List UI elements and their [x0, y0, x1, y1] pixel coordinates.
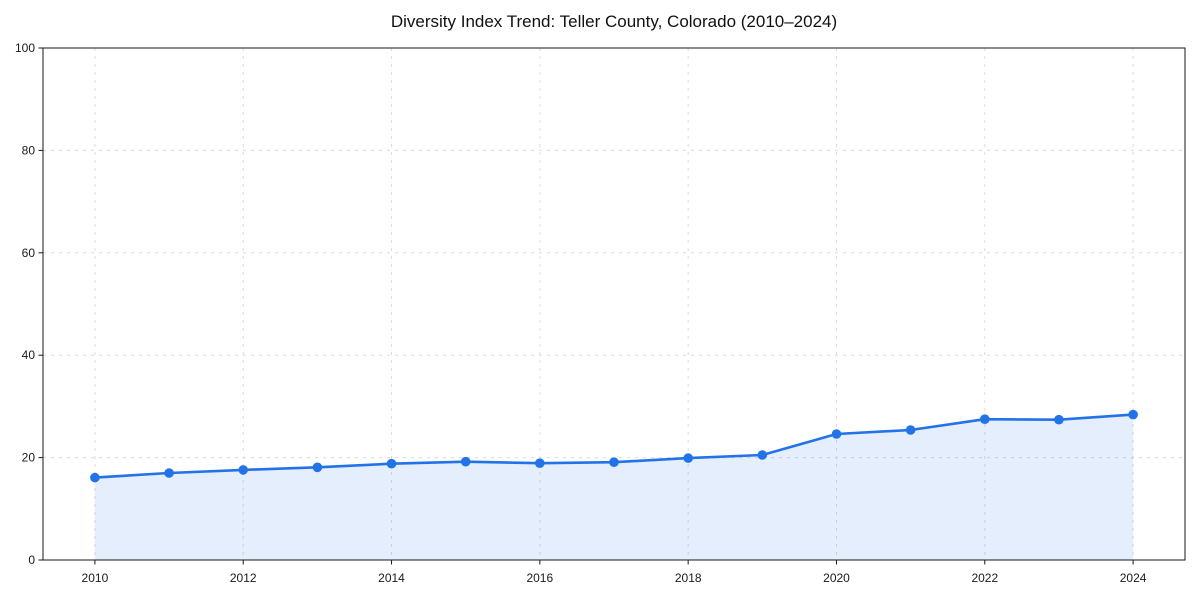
- y-axis-tick-label: 80: [22, 143, 36, 157]
- data-point-2017: [609, 457, 619, 468]
- x-axis-tick-label: 2024: [1120, 571, 1147, 585]
- y-axis-tick-label: 40: [22, 348, 36, 362]
- data-point-2010: [90, 472, 100, 483]
- x-axis-tick-label: 2018: [675, 571, 702, 585]
- data-point-2012: [238, 465, 248, 475]
- data-point-2020: [831, 429, 842, 439]
- data-point-2023: [1054, 414, 1064, 425]
- data-point-2014: [386, 458, 397, 469]
- data-point-2024: [1128, 409, 1138, 420]
- data-point-2021: [905, 425, 916, 435]
- data-point-2015: [460, 456, 471, 467]
- y-axis-tick-label: 100: [15, 41, 35, 55]
- chart-title: Diversity Index Trend: Teller County, Co…: [390, 12, 838, 31]
- x-axis-tick-label: 2010: [82, 571, 109, 585]
- y-axis-tick-label: 0: [28, 553, 35, 567]
- data-point-2013: [312, 462, 323, 473]
- x-axis-tick-label: 2022: [971, 571, 998, 585]
- x-axis-tick-label: 2014: [378, 571, 405, 585]
- x-axis-tick-label: 2016: [526, 571, 553, 585]
- x-axis-tick-label: 2012: [230, 571, 257, 585]
- data-point-2019: [757, 450, 768, 460]
- data-point-2011: [164, 468, 174, 478]
- y-axis-tick-label: 20: [22, 451, 36, 465]
- y-axis-tick-label: 60: [22, 246, 36, 260]
- data-point-2016: [535, 458, 545, 469]
- plot-border: [42, 47, 1186, 561]
- data-point-2018: [683, 453, 693, 463]
- data-point-2022: [980, 414, 990, 425]
- area-fill: [94, 414, 1134, 560]
- x-axis-tick-label: 2020: [823, 571, 850, 585]
